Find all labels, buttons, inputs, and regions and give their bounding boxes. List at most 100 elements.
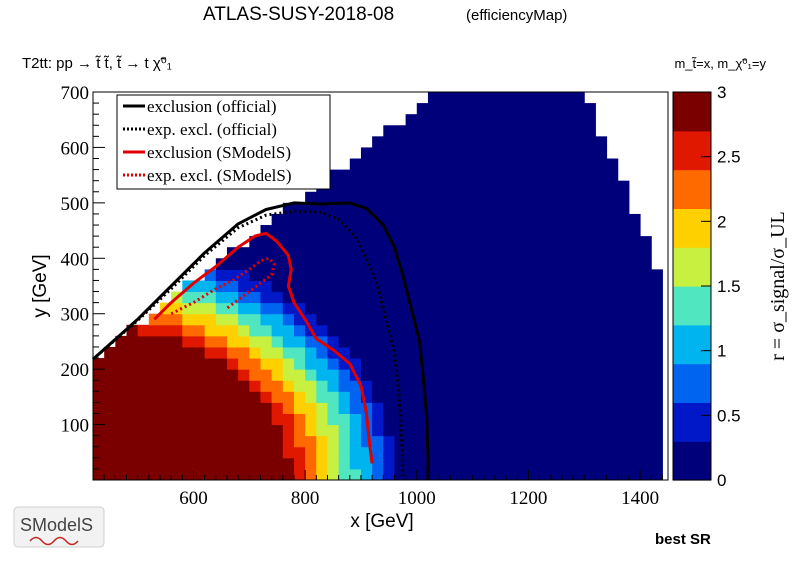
heatmap-cell bbox=[316, 324, 328, 337]
heatmap-cell bbox=[126, 391, 139, 403]
heatmap-cell bbox=[439, 158, 451, 171]
heatmap-cell bbox=[550, 258, 563, 270]
heatmap-cell bbox=[182, 435, 194, 448]
heatmap-cell bbox=[550, 346, 563, 359]
heatmap-cell bbox=[360, 180, 373, 193]
heatmap-cell bbox=[316, 380, 328, 392]
heatmap-cell bbox=[349, 191, 362, 204]
heatmap-cell bbox=[338, 291, 351, 304]
heatmap-cell bbox=[450, 136, 462, 148]
heatmap-cell bbox=[651, 324, 663, 337]
heatmap-cell bbox=[193, 346, 206, 359]
heatmap-cell bbox=[372, 468, 384, 481]
color-scale-band bbox=[673, 253, 711, 261]
x-axis-label: x [GeV] bbox=[350, 511, 413, 532]
heatmap-cell bbox=[450, 103, 462, 115]
heatmap-cell bbox=[550, 202, 563, 215]
heatmap-cell bbox=[461, 324, 474, 337]
heatmap-cell bbox=[584, 202, 596, 215]
legend-label: exclusion (official) bbox=[147, 97, 277, 116]
heatmap-cell bbox=[584, 313, 596, 326]
heatmap-cell bbox=[159, 335, 172, 348]
heatmap-cell bbox=[126, 324, 139, 337]
heatmap-cell bbox=[282, 313, 295, 326]
heatmap-cell bbox=[584, 236, 596, 248]
heatmap-cell bbox=[372, 147, 384, 160]
heatmap-cell bbox=[450, 302, 462, 315]
heatmap-cell bbox=[338, 358, 351, 370]
heatmap-cell bbox=[573, 103, 585, 115]
heatmap-cell bbox=[517, 369, 529, 381]
heatmap-cell bbox=[506, 169, 518, 182]
heatmap-cell bbox=[528, 103, 541, 115]
heatmap-cell bbox=[327, 225, 340, 237]
heatmap-cell bbox=[383, 280, 395, 293]
heatmap-cell bbox=[372, 446, 384, 459]
heatmap-cell bbox=[483, 324, 496, 337]
heatmap-cell bbox=[148, 468, 161, 481]
heatmap-cell bbox=[628, 346, 641, 359]
heatmap-cell bbox=[584, 225, 596, 237]
z-tick-label: 2.5 bbox=[717, 148, 741, 167]
heatmap-cell bbox=[238, 380, 250, 392]
heatmap-cell bbox=[528, 324, 541, 337]
heatmap-cell bbox=[439, 136, 451, 148]
heatmap-cell bbox=[573, 213, 585, 226]
heatmap-cell bbox=[148, 457, 161, 470]
heatmap-cell bbox=[561, 247, 574, 259]
heatmap-cell bbox=[606, 424, 619, 437]
heatmap-cell bbox=[461, 346, 474, 359]
heatmap-cell bbox=[628, 225, 641, 237]
heatmap-cell bbox=[360, 280, 373, 293]
heatmap-cell bbox=[360, 169, 373, 182]
heatmap-cell bbox=[372, 225, 384, 237]
heatmap-cell bbox=[506, 380, 518, 392]
heatmap-cell bbox=[215, 380, 228, 392]
heatmap-cell bbox=[349, 169, 362, 182]
heatmap-cell bbox=[561, 369, 574, 381]
heatmap-cell bbox=[506, 313, 518, 326]
heatmap-cell bbox=[405, 147, 418, 160]
heatmap-cell bbox=[483, 191, 496, 204]
heatmap-cell bbox=[517, 103, 529, 115]
heatmap-cell bbox=[126, 457, 139, 470]
heatmap-cell bbox=[450, 457, 462, 470]
heatmap-cell bbox=[260, 247, 273, 259]
heatmap-cell bbox=[606, 402, 619, 414]
heatmap-cell bbox=[640, 435, 652, 448]
heatmap-cell bbox=[215, 457, 228, 470]
heatmap-cell bbox=[282, 247, 295, 259]
heatmap-cell bbox=[550, 169, 563, 182]
heatmap-cell bbox=[405, 202, 418, 215]
heatmap-cell bbox=[617, 302, 630, 315]
heatmap-cell bbox=[472, 180, 485, 193]
heatmap-cell bbox=[439, 258, 451, 270]
heatmap-cell bbox=[305, 291, 317, 304]
heatmap-cell bbox=[271, 346, 284, 359]
heatmap-cell bbox=[349, 346, 362, 359]
heatmap-cell bbox=[316, 258, 328, 270]
heatmap-cell bbox=[595, 280, 608, 293]
heatmap-cell bbox=[405, 313, 418, 326]
heatmap-cell bbox=[394, 180, 407, 193]
heatmap-cell bbox=[528, 313, 541, 326]
heatmap-cell bbox=[394, 291, 407, 304]
heatmap-cell bbox=[494, 202, 507, 215]
heatmap-cell bbox=[595, 335, 608, 348]
heatmap-cell bbox=[439, 391, 451, 403]
heatmap-cell bbox=[115, 413, 127, 426]
heatmap-cell bbox=[573, 380, 585, 392]
color-scale-band bbox=[673, 150, 711, 158]
heatmap-cell bbox=[372, 313, 384, 326]
heatmap-cell bbox=[561, 236, 574, 248]
heatmap-cell bbox=[584, 446, 596, 459]
heatmap-cell bbox=[494, 103, 507, 115]
heatmap-cell bbox=[617, 202, 630, 215]
heatmap-cell bbox=[617, 346, 630, 359]
heatmap-cell bbox=[372, 457, 384, 470]
heatmap-cell bbox=[461, 446, 474, 459]
heatmap-cell bbox=[539, 280, 552, 293]
heatmap-cell bbox=[528, 358, 541, 370]
heatmap-cell bbox=[338, 435, 351, 448]
heatmap-cell bbox=[282, 302, 295, 315]
